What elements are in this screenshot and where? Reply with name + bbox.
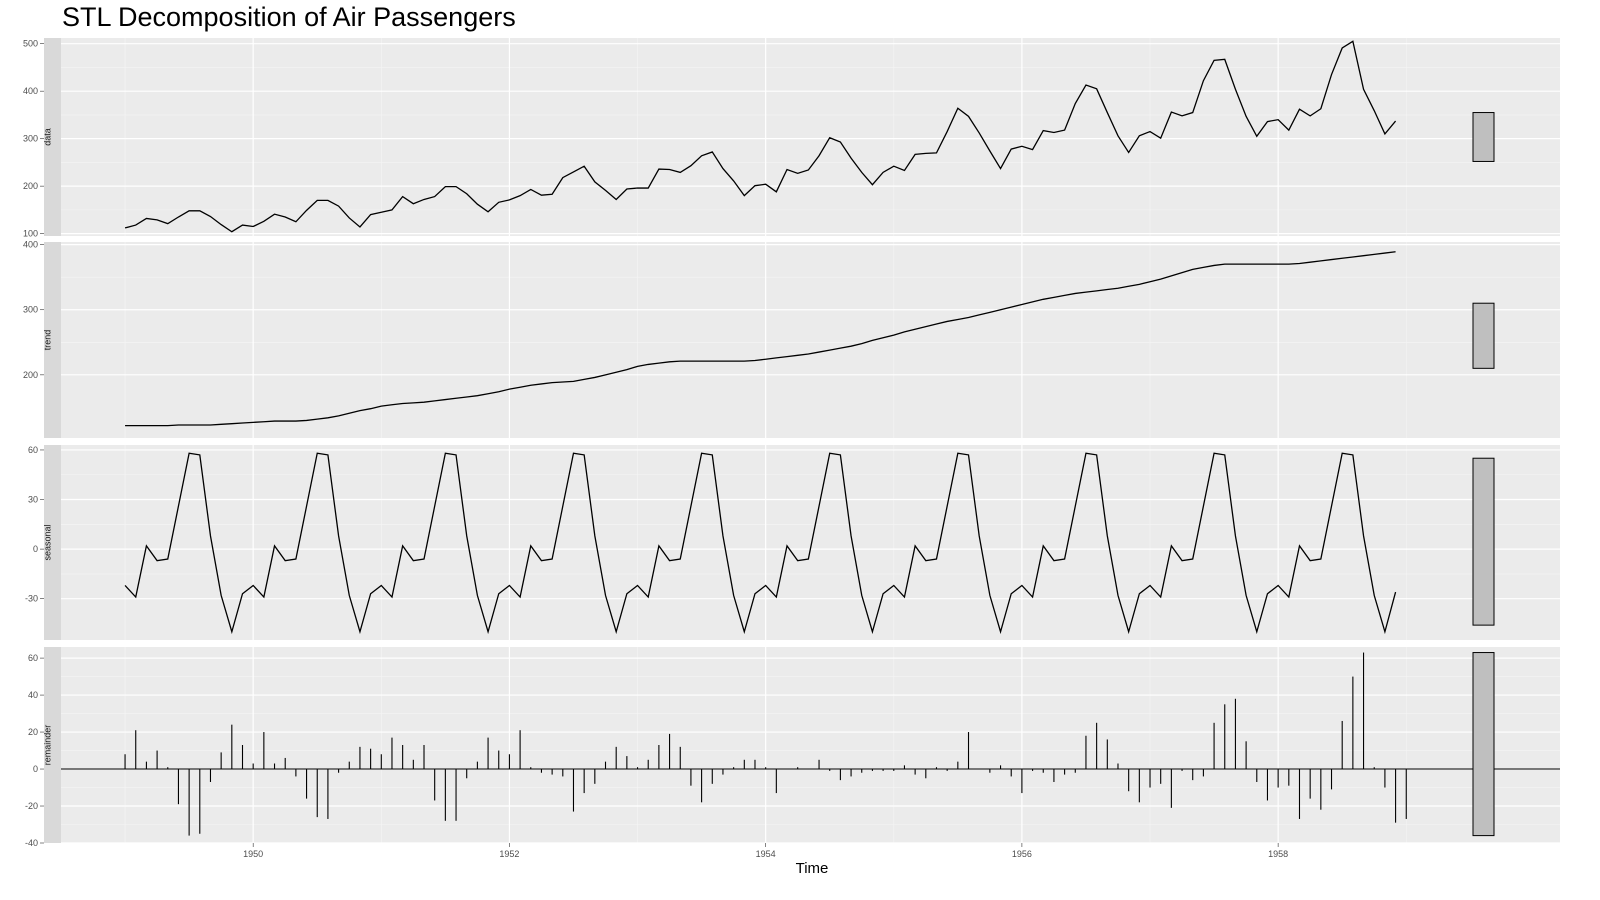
x-tick-label: 1954 <box>756 849 776 859</box>
panel-seasonal: seasonal -30 0 30 60 <box>25 445 1560 640</box>
x-tick-label: 1950 <box>243 849 263 859</box>
y-tick-label: 400 <box>23 240 38 250</box>
panel-background <box>61 242 1560 438</box>
y-tick-label: -30 <box>25 594 38 604</box>
y-tick-label: 40 <box>28 690 38 700</box>
strip-label-trend: trend <box>43 330 53 351</box>
range-bar-data <box>1472 112 1495 162</box>
y-tick-label: 300 <box>23 305 38 315</box>
strip-label-remainder: remainder <box>43 725 53 766</box>
panel-strip <box>44 445 61 640</box>
range-bar-remainder <box>1472 652 1495 837</box>
panel-remainder: remainder -40 -20 0 20 40 60 <box>25 647 1560 848</box>
y-tick-label: 300 <box>23 134 38 144</box>
x-tick-label: 1956 <box>1012 849 1032 859</box>
y-tick-label: 400 <box>23 86 38 96</box>
y-tick-label: -40 <box>25 838 38 848</box>
panel-strip <box>44 242 61 438</box>
x-tick-label: 1952 <box>499 849 519 859</box>
y-tick-label: -20 <box>25 801 38 811</box>
y-tick-label: 500 <box>23 39 38 49</box>
y-tick-label: 20 <box>28 727 38 737</box>
strip-label-data: data <box>43 128 53 146</box>
panel-strip <box>44 647 61 843</box>
y-tick-label: 200 <box>23 181 38 191</box>
y-tick-label: 0 <box>33 544 38 554</box>
panel-trend: trend 200 300 400 <box>23 240 1560 438</box>
strip-label-seasonal: seasonal <box>43 524 53 560</box>
panel-strip <box>44 38 61 236</box>
panel-background <box>61 445 1560 640</box>
panel-background <box>61 647 1560 843</box>
panel-background <box>61 38 1560 236</box>
range-bar-trend <box>1472 302 1495 369</box>
y-tick-label: 60 <box>28 653 38 663</box>
series-line-data <box>124 40 1397 233</box>
x-axis-title: Time <box>796 860 829 877</box>
y-tick-label: 30 <box>28 495 38 505</box>
panel-data: data 100 200 300 400 500 <box>23 38 1560 239</box>
chart-title: STL Decomposition of Air Passengers <box>62 2 516 32</box>
series-line-seasonal <box>124 452 1397 635</box>
y-tick-label: 0 <box>33 764 38 774</box>
range-bar-seasonal <box>1472 457 1495 626</box>
series-line-trend <box>125 251 1396 427</box>
y-tick-label: 60 <box>28 445 38 455</box>
x-tick-label: 1958 <box>1268 849 1288 859</box>
y-tick-label: 100 <box>23 229 38 239</box>
y-tick-label: 200 <box>23 370 38 380</box>
